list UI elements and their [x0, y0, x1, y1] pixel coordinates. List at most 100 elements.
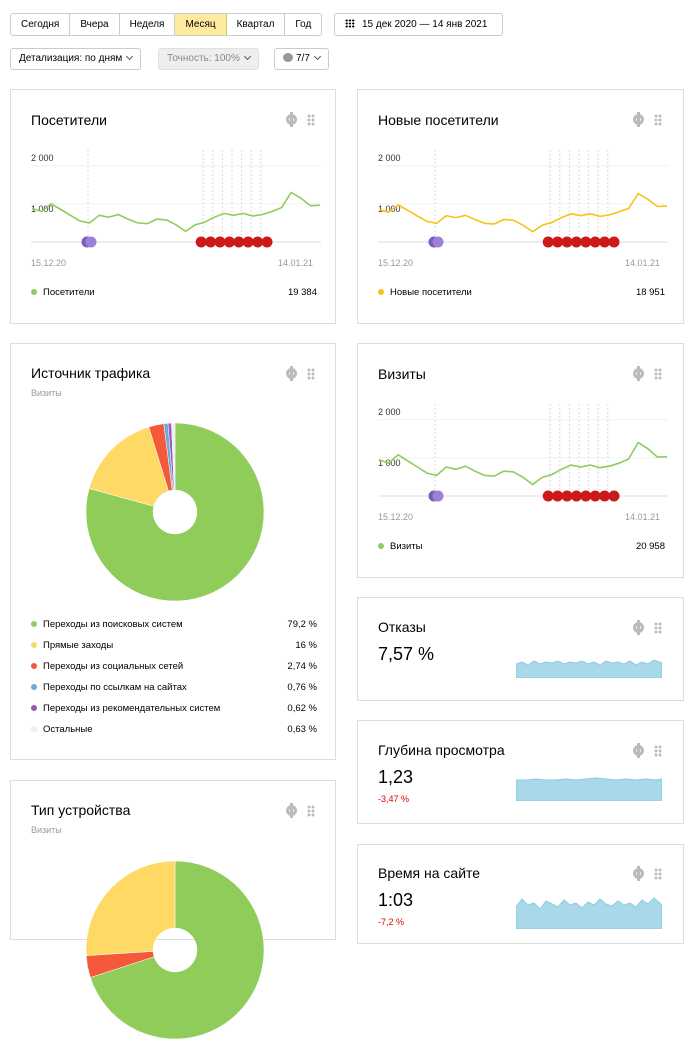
x-tick-label: 14.01.21	[278, 258, 313, 268]
holiday-marker-icon	[233, 237, 244, 248]
settings-icon[interactable]	[632, 113, 645, 126]
widget-title: Посетители	[31, 112, 107, 128]
date-range-button[interactable]: 15 дек 2020 — 14 янв 2021	[334, 13, 503, 36]
legend-item: Новые посетители	[378, 287, 472, 298]
legend-value: 0,63 %	[287, 724, 317, 735]
notes-select[interactable]: 7/7	[274, 48, 329, 70]
tab-week[interactable]: Неделя	[120, 14, 176, 35]
holiday-marker-icon	[224, 237, 235, 248]
series-line	[32, 192, 320, 231]
legend-dot	[31, 726, 37, 732]
holiday-marker-icon	[609, 491, 620, 502]
settings-icon[interactable]	[632, 867, 645, 880]
settings-icon[interactable]	[632, 367, 645, 380]
holiday-marker-icon	[580, 491, 591, 502]
drag-handle-icon[interactable]	[307, 368, 315, 380]
legend-label: Новые посетители	[390, 287, 472, 298]
legend-row[interactable]: Переходы из поисковых систем 79,2 %	[31, 619, 317, 633]
notes-label: 7/7	[296, 53, 310, 64]
pie-chart[interactable]	[85, 860, 265, 1040]
drag-handle-icon[interactable]	[654, 368, 662, 380]
drag-handle-icon[interactable]	[654, 114, 662, 126]
drag-handle-icon[interactable]	[307, 805, 315, 817]
sparkline[interactable]	[516, 777, 662, 801]
holiday-marker-icon	[552, 237, 563, 248]
device-type-widget: Тип устройства Визиты	[10, 780, 336, 940]
legend-value: 2,74 %	[287, 661, 317, 672]
holiday-marker-icon	[609, 237, 620, 248]
drag-handle-icon[interactable]	[654, 622, 662, 634]
widget-subtitle: Визиты	[31, 388, 62, 398]
tab-yesterday[interactable]: Вчера	[70, 14, 119, 35]
tab-month[interactable]: Месяц	[175, 14, 226, 35]
legend-label: Переходы из рекомендательных систем	[43, 703, 220, 714]
x-tick-label: 14.01.21	[625, 512, 660, 522]
legend-label: Переходы из поисковых систем	[43, 619, 183, 630]
x-tick-label: 15.12.20	[378, 512, 413, 522]
legend-value: 79,2 %	[287, 619, 317, 630]
widget-title: Источник трафика	[31, 365, 150, 381]
legend-dot	[31, 621, 37, 627]
traffic-source-widget: Источник трафика Визиты Переходы из поис…	[10, 343, 336, 760]
holiday-marker-icon	[243, 237, 254, 248]
detail-select[interactable]: Детализация: по дням	[10, 48, 141, 70]
x-tick-label: 15.12.20	[31, 258, 66, 268]
line-chart[interactable]	[378, 150, 668, 250]
metric-value: 1:03	[378, 890, 413, 911]
note-marker-icon	[433, 237, 444, 248]
visitors-widget: Посетители 2 000 1 000 15.12.20 14.01.21…	[10, 89, 336, 324]
settings-icon[interactable]	[285, 804, 298, 817]
settings-icon[interactable]	[285, 367, 298, 380]
widget-title: Новые посетители	[378, 112, 499, 128]
accuracy-select[interactable]: Точность: 100%	[158, 48, 259, 70]
metric-value: 1,23	[378, 767, 413, 788]
holiday-marker-icon	[562, 491, 573, 502]
holiday-marker-icon	[552, 491, 563, 502]
widget-title: Время на сайте	[378, 865, 480, 881]
settings-icon[interactable]	[632, 621, 645, 634]
pie-chart[interactable]	[85, 422, 265, 602]
note-marker-icon	[433, 491, 444, 502]
note-marker-icon	[86, 237, 97, 248]
drag-handle-icon[interactable]	[307, 114, 315, 126]
tab-quarter[interactable]: Квартал	[227, 14, 286, 35]
legend-item: Посетители	[31, 287, 95, 298]
drag-handle-icon[interactable]	[654, 745, 662, 757]
metric-value: 7,57 %	[378, 644, 434, 665]
depth-widget: Глубина просмотра 1,23 -3,47 %	[357, 720, 684, 824]
sparkline[interactable]	[516, 656, 662, 678]
drag-handle-icon[interactable]	[654, 868, 662, 880]
accuracy-label: Точность: 100%	[167, 53, 240, 64]
legend-value: 18 951	[636, 287, 665, 298]
series-line	[379, 194, 667, 232]
tab-year[interactable]: Год	[285, 14, 321, 35]
legend-dot	[31, 663, 37, 669]
legend-dot	[378, 543, 384, 549]
pie-slice	[86, 861, 175, 956]
new-visitors-widget: Новые посетители 2 000 1 000 15.12.20 14…	[357, 89, 684, 324]
line-chart[interactable]	[378, 404, 668, 504]
legend-value: 20 958	[636, 541, 665, 552]
line-chart[interactable]	[31, 150, 321, 250]
holiday-marker-icon	[196, 237, 207, 248]
holiday-marker-icon	[252, 237, 263, 248]
tab-today[interactable]: Сегодня	[11, 14, 70, 35]
legend-dot	[31, 684, 37, 690]
legend-label: Визиты	[390, 541, 423, 552]
legend-value: 19 384	[288, 287, 317, 298]
settings-icon[interactable]	[632, 744, 645, 757]
legend-dot	[378, 289, 384, 295]
holiday-marker-icon	[543, 491, 554, 502]
sparkline[interactable]	[516, 895, 662, 929]
holiday-marker-icon	[262, 237, 273, 248]
holiday-marker-icon	[590, 237, 601, 248]
settings-icon[interactable]	[285, 113, 298, 126]
legend-value: 0,76 %	[287, 682, 317, 693]
holiday-marker-icon	[562, 237, 573, 248]
legend-label: Прямые заходы	[43, 640, 113, 651]
